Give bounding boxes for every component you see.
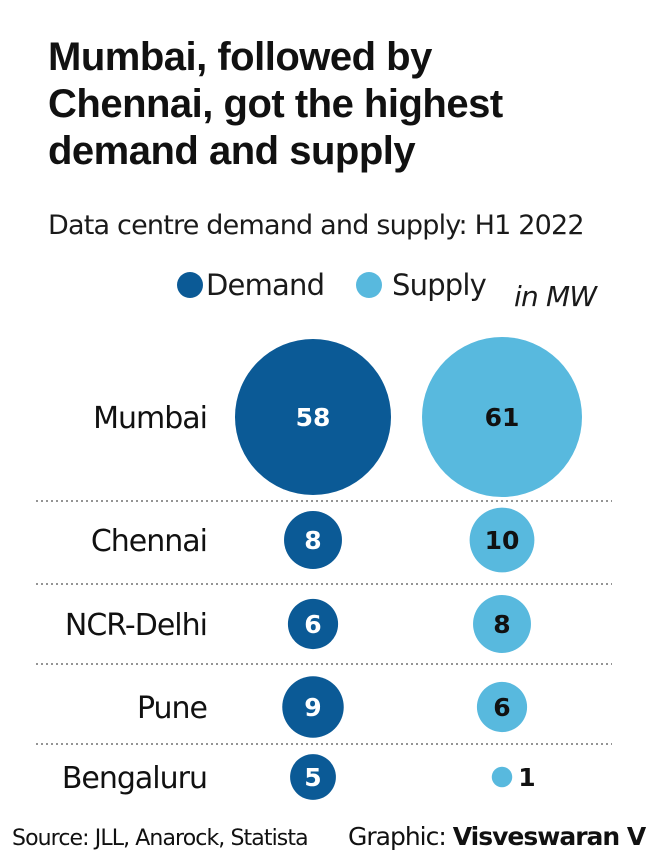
bubble-chart: Mumbai 58 61 Chennai 8 10 NCR-Delhi 6 8 Pune 9 6 Ben…	[36, 337, 612, 800]
demand-bubble	[290, 754, 336, 800]
graphic-credit: Graphic: Visveswaran V	[348, 822, 647, 851]
demand-value-label: 5	[304, 763, 321, 792]
chart-subtitle: Data centre demand and supply: H1 2022	[48, 210, 585, 241]
supply-value-label: 6	[493, 693, 510, 722]
category-label: Pune	[137, 691, 207, 726]
chart-title-line: Chennai, got the highest	[48, 82, 503, 126]
supply-bubble	[469, 507, 535, 573]
supply-value-label: 10	[485, 526, 520, 555]
supply-value-label: 1	[518, 763, 535, 792]
chart-title-line: demand and supply	[48, 129, 416, 173]
category-label: Bengaluru	[62, 761, 207, 796]
legend-label-demand: Demand	[206, 268, 325, 302]
demand-bubble	[282, 676, 344, 738]
supply-bubble	[422, 337, 582, 497]
source-note: Source: JLL, Anarock, Statista	[12, 826, 309, 851]
supply-bubble	[491, 766, 513, 788]
category-label: Chennai	[91, 524, 207, 559]
chart-title-line: Mumbai, followed by	[48, 35, 432, 79]
graphic-credit-prefix: Graphic:	[348, 822, 453, 851]
demand-value-label: 6	[304, 610, 321, 639]
demand-bubble	[287, 598, 339, 650]
supply-value-label: 8	[493, 610, 510, 639]
demand-bubble	[234, 338, 392, 496]
chart-legend: Demand Supply	[0, 268, 660, 318]
chart-title: Mumbai, followed by Chennai, got the hig…	[48, 34, 638, 175]
demand-value-label: 8	[304, 526, 321, 555]
category-label: NCR-Delhi	[65, 608, 207, 643]
supply-value-label: 61	[485, 403, 520, 432]
supply-bubble	[476, 681, 528, 733]
legend-label-supply: Supply	[392, 268, 487, 302]
supply-bubble	[473, 595, 531, 653]
demand-bubble	[284, 511, 342, 569]
legend-item-demand: Demand	[177, 268, 325, 302]
category-label: Mumbai	[93, 401, 207, 436]
demand-value-label: 58	[296, 403, 331, 432]
unit-label: in MW	[514, 280, 597, 313]
legend-swatch-supply	[356, 272, 382, 298]
footer: Source: JLL, Anarock, Statista Graphic: …	[0, 820, 660, 858]
graphic-credit-name: Visveswaran V	[452, 822, 647, 851]
legend-swatch-demand	[177, 272, 203, 298]
legend-item-supply: Supply	[356, 268, 487, 302]
demand-value-label: 9	[304, 693, 321, 722]
